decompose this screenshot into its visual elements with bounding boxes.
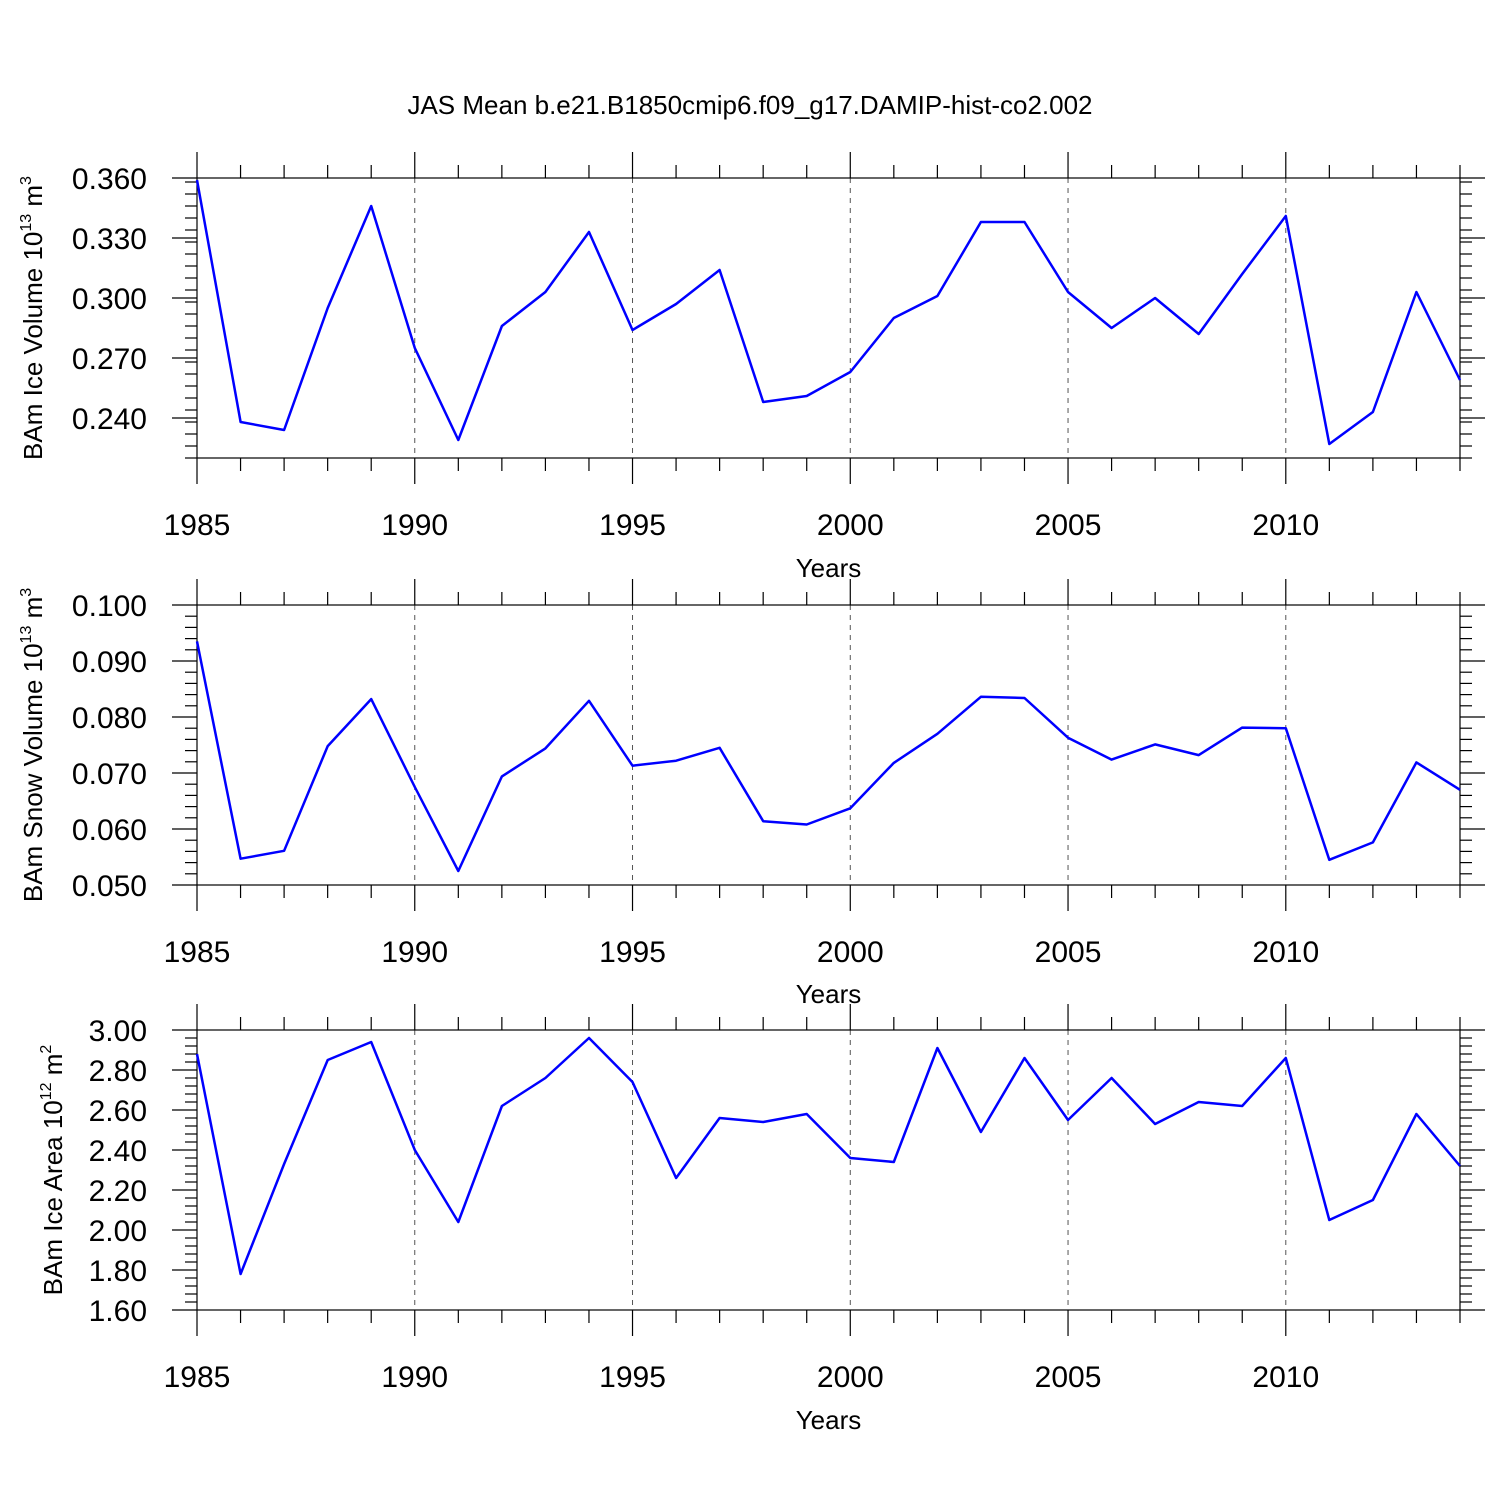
x-tick-label: 1995: [599, 1361, 666, 1394]
y-tick-label: 2.00: [89, 1215, 147, 1248]
y-tick-label: 0.360: [72, 163, 147, 196]
y-axis-label-exponent: 12: [38, 1082, 55, 1100]
y-axis-label-exponent: 3: [18, 176, 35, 185]
x-tick-label: 2010: [1252, 936, 1319, 969]
y-axis-label-text: m: [18, 185, 48, 214]
plot-frame: [196, 604, 1461, 886]
y-tick-label: 0.080: [72, 702, 147, 735]
y-axis-label: BAm Ice Volume 1013 m3: [18, 176, 48, 460]
y-tick-label: 2.80: [89, 1055, 147, 1088]
y-axis-label: BAm Snow Volume 1013 m3: [18, 588, 48, 902]
x-tick-label: 1995: [599, 509, 666, 542]
chart-title: JAS Mean b.e21.B1850cmip6.f09_g17.DAMIP-…: [407, 90, 1092, 120]
x-tick-label: 2000: [817, 936, 884, 969]
y-tick-label: 0.240: [72, 403, 147, 436]
panel-3: 1.60 1.80 2.00 2.20 2.40 2.60 2.80 3.00 1985 1990…: [38, 1004, 1485, 1435]
x-tick-label: 1990: [381, 1361, 448, 1394]
y-tick-label: 0.270: [72, 343, 147, 376]
x-axis-label: Years: [796, 553, 862, 583]
x-axis-label: Years: [796, 979, 862, 1009]
y-axis-label-exponent: 2: [38, 1045, 55, 1054]
y-axis-label-exponent: 3: [18, 588, 35, 597]
series-line: [195, 179, 1462, 446]
panel-2: 0.050 0.060 0.070 0.080 0.090 0.100 1985 1990 19…: [18, 579, 1485, 1009]
plot-frame: [196, 177, 1461, 459]
panel-1: 0.240 0.270 0.300 0.330 0.360 1985 1990 1995 200…: [18, 152, 1485, 583]
x-tick-label: 1985: [164, 1361, 231, 1394]
y-tick-label: 0.060: [72, 814, 147, 847]
series-line: [195, 641, 1461, 873]
y-tick-label: 0.300: [72, 283, 147, 316]
y-tick-label: 0.330: [72, 223, 147, 256]
y-tick-label: 0.100: [72, 590, 147, 623]
y-axis-label-exponent: 13: [18, 214, 35, 232]
y-tick-label: 0.090: [72, 646, 147, 679]
y-tick-label: 0.070: [72, 758, 147, 791]
y-tick-label: 3.00: [89, 1015, 147, 1048]
y-axis-label: BAm Ice Area 1012 m2: [38, 1045, 68, 1296]
y-tick-label: 2.60: [89, 1095, 147, 1128]
x-tick-label: 1990: [381, 936, 448, 969]
x-tick-label: 2000: [817, 1361, 884, 1394]
x-tick-label: 2005: [1035, 936, 1102, 969]
y-tick-label: 2.40: [89, 1135, 147, 1168]
x-tick-label: 2010: [1252, 509, 1319, 542]
series-line: [195, 1036, 1461, 1276]
y-tick-label: 0.050: [72, 870, 147, 903]
y-axis-label-text: m: [38, 1054, 68, 1083]
y-axis-label-text: BAm Snow Volume 10: [18, 643, 48, 902]
y-tick-label: 2.20: [89, 1175, 147, 1208]
x-axis-label: Years: [796, 1405, 862, 1435]
y-axis-label-text: BAm Ice Volume 10: [18, 232, 48, 460]
x-tick-label: 2010: [1252, 1361, 1319, 1394]
x-tick-label: 2005: [1035, 509, 1102, 542]
y-axis-label-text: m: [18, 597, 48, 626]
x-tick-label: 2005: [1035, 1361, 1102, 1394]
y-tick-label: 1.60: [89, 1295, 147, 1328]
y-axis-label-text: BAm Ice Area 10: [38, 1100, 68, 1295]
x-tick-label: 2000: [817, 509, 884, 542]
y-tick-label: 1.80: [89, 1255, 147, 1288]
x-tick-label: 1995: [599, 936, 666, 969]
y-axis-label-exponent: 13: [18, 626, 35, 644]
x-tick-label: 1985: [164, 936, 231, 969]
x-tick-label: 1990: [381, 509, 448, 542]
x-tick-label: 1985: [164, 509, 231, 542]
plot-frame: [196, 1029, 1461, 1311]
